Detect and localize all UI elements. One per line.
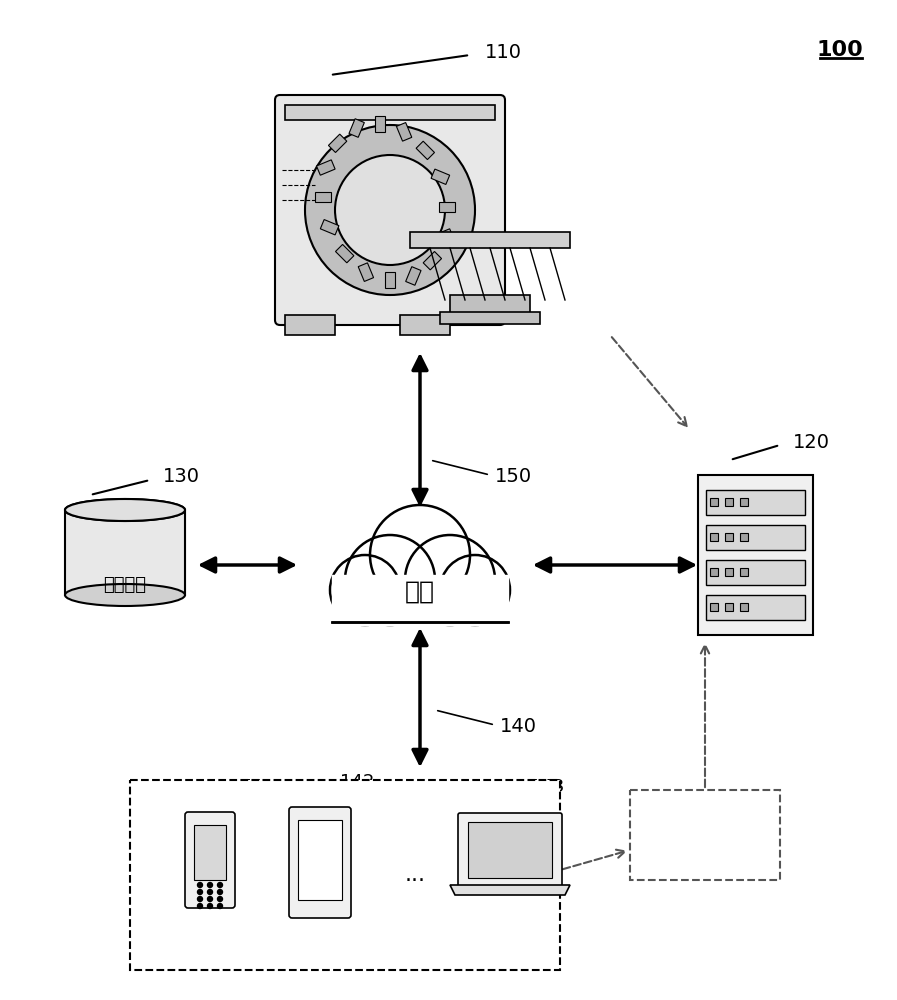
Circle shape [197, 896, 203, 902]
Bar [358, 263, 373, 281]
Bar [440, 312, 540, 324]
Bar [298, 820, 342, 900]
Bar [320, 220, 339, 235]
Bar [725, 533, 733, 541]
Bar [725, 568, 733, 576]
Bar [435, 229, 454, 244]
Bar [405, 267, 421, 285]
Bar [431, 169, 449, 184]
Bar [332, 575, 508, 625]
FancyBboxPatch shape [289, 807, 351, 918]
Bar [710, 568, 718, 576]
Circle shape [207, 904, 213, 908]
Circle shape [335, 155, 445, 265]
Bar [400, 315, 450, 335]
Bar [725, 498, 733, 506]
Polygon shape [450, 885, 570, 895]
Bar [630, 790, 780, 880]
Bar [698, 475, 813, 635]
Ellipse shape [65, 499, 185, 521]
Text: 130: 130 [163, 468, 200, 487]
FancyBboxPatch shape [458, 813, 562, 887]
Ellipse shape [65, 584, 185, 606]
Circle shape [217, 882, 222, 888]
Text: 120: 120 [793, 432, 830, 452]
Bar [315, 192, 331, 202]
Circle shape [217, 896, 222, 902]
Circle shape [207, 890, 213, 894]
Bar [710, 533, 718, 541]
Circle shape [305, 125, 475, 295]
Bar [375, 116, 385, 132]
Bar [739, 603, 747, 611]
Bar [335, 244, 354, 263]
Circle shape [440, 555, 510, 625]
Bar [706, 525, 805, 550]
Circle shape [207, 882, 213, 888]
Circle shape [405, 535, 495, 625]
Circle shape [370, 505, 470, 605]
Bar [285, 315, 335, 335]
Text: 110: 110 [485, 42, 522, 62]
Bar [317, 160, 335, 175]
Bar [439, 202, 455, 212]
Bar [416, 141, 434, 160]
Circle shape [197, 904, 203, 908]
Bar [710, 498, 718, 506]
Circle shape [345, 535, 435, 625]
Circle shape [217, 890, 222, 894]
Bar [349, 119, 364, 137]
Circle shape [217, 904, 222, 908]
Bar [468, 822, 552, 878]
Bar [410, 232, 570, 248]
Text: 存储设备: 存储设备 [103, 576, 146, 594]
Bar [194, 825, 226, 880]
Bar [706, 560, 805, 585]
Bar [706, 490, 805, 515]
Text: 100: 100 [816, 40, 864, 60]
Circle shape [197, 890, 203, 894]
Circle shape [197, 882, 203, 888]
Text: 141: 141 [230, 778, 265, 796]
Bar [396, 123, 412, 141]
Bar [739, 533, 747, 541]
Bar [130, 780, 560, 970]
Text: 143: 143 [530, 778, 564, 796]
Bar [739, 498, 747, 506]
FancyBboxPatch shape [275, 95, 505, 325]
Bar [739, 568, 747, 576]
Circle shape [207, 896, 213, 902]
Bar [328, 134, 347, 153]
Bar [450, 295, 530, 315]
Text: 142: 142 [340, 773, 374, 791]
Bar [423, 251, 441, 270]
Bar [710, 603, 718, 611]
Text: 网络: 网络 [405, 580, 435, 604]
Text: 150: 150 [495, 466, 532, 486]
Text: 140: 140 [500, 716, 537, 736]
Ellipse shape [65, 499, 185, 521]
Bar [385, 272, 395, 288]
Circle shape [330, 555, 400, 625]
Bar [65, 510, 185, 595]
Bar [706, 595, 805, 620]
Bar [285, 105, 495, 120]
Bar [725, 603, 733, 611]
FancyBboxPatch shape [185, 812, 235, 908]
Text: ...: ... [405, 865, 425, 885]
